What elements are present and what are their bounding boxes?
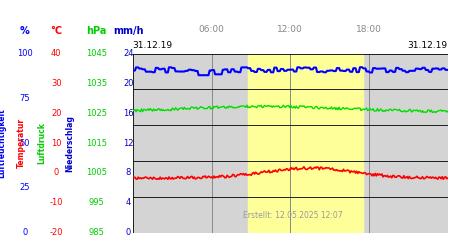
Text: 40: 40 (51, 49, 62, 58)
Text: 0: 0 (22, 228, 27, 237)
Text: °C: °C (50, 26, 62, 36)
Text: 1015: 1015 (86, 138, 107, 147)
Text: %: % (20, 26, 30, 36)
Text: 24: 24 (123, 49, 134, 58)
Text: 31.12.19: 31.12.19 (408, 41, 448, 50)
Bar (248, 54, 363, 233)
Text: Luftdruck: Luftdruck (37, 122, 46, 164)
Text: 18:00: 18:00 (356, 25, 382, 34)
Text: mm/h: mm/h (113, 26, 144, 36)
Text: 1035: 1035 (86, 79, 107, 88)
Text: 20: 20 (51, 109, 62, 118)
Text: 16: 16 (123, 109, 134, 118)
Text: 12: 12 (123, 138, 134, 147)
Text: 20: 20 (123, 79, 134, 88)
Text: 06:00: 06:00 (198, 25, 225, 34)
Text: 0: 0 (54, 168, 59, 177)
Text: Niederschlag: Niederschlag (65, 115, 74, 172)
Text: 75: 75 (19, 94, 30, 103)
Text: hPa: hPa (86, 26, 107, 36)
Text: 1045: 1045 (86, 49, 107, 58)
Text: 4: 4 (126, 198, 131, 207)
Text: 100: 100 (17, 49, 32, 58)
Text: Erstellt: 12.05.2025 12:07: Erstellt: 12.05.2025 12:07 (243, 211, 342, 220)
Text: Temperatur: Temperatur (17, 118, 26, 168)
Text: 30: 30 (51, 79, 62, 88)
Text: 8: 8 (126, 168, 131, 177)
Text: 995: 995 (89, 198, 104, 207)
Text: 25: 25 (19, 183, 30, 192)
Text: 12:00: 12:00 (277, 25, 303, 34)
Text: -10: -10 (50, 198, 63, 207)
Text: 1025: 1025 (86, 109, 107, 118)
Text: 10: 10 (51, 138, 62, 147)
Text: Luftfeuchtigkeit: Luftfeuchtigkeit (0, 108, 7, 178)
Text: 1005: 1005 (86, 168, 107, 177)
Text: 985: 985 (89, 228, 105, 237)
Text: 50: 50 (19, 138, 30, 147)
Text: 0: 0 (126, 228, 131, 237)
Text: 31.12.19: 31.12.19 (133, 41, 173, 50)
Text: -20: -20 (50, 228, 63, 237)
